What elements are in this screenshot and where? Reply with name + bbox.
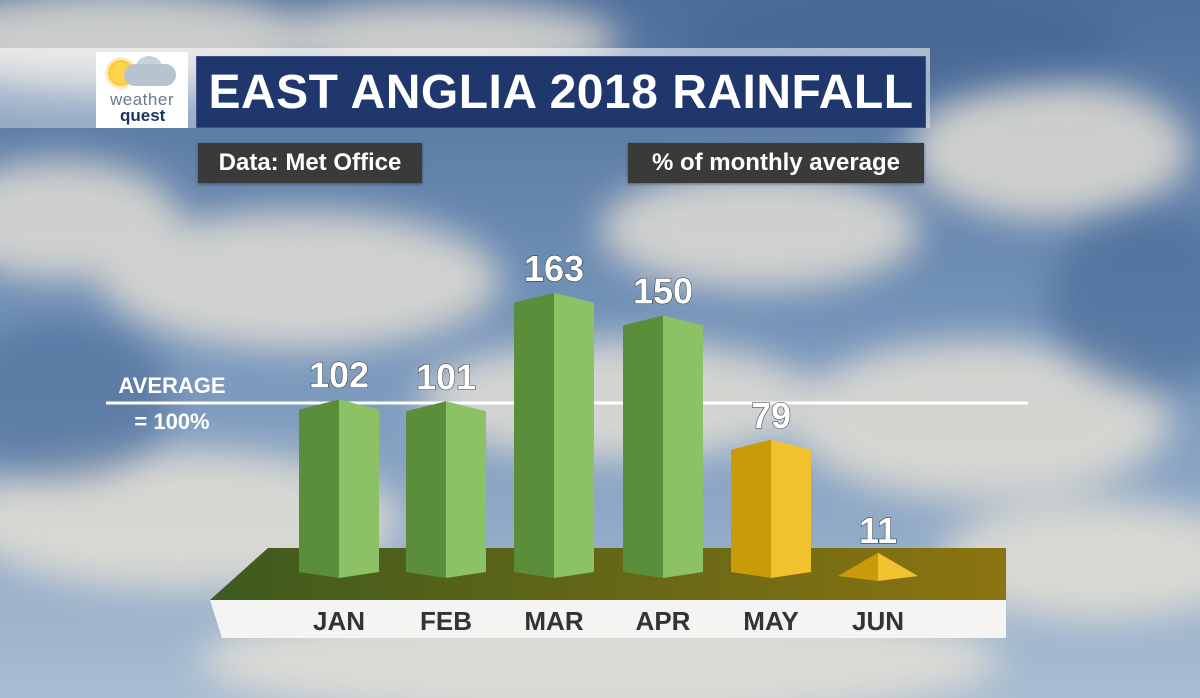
bar-apr bbox=[623, 315, 703, 578]
unit-label: % of monthly average bbox=[628, 143, 924, 183]
category-label-apr: APR bbox=[636, 606, 691, 636]
category-label-feb: FEB bbox=[420, 606, 472, 636]
logo-text-quest: quest bbox=[120, 106, 166, 125]
bar-right-face bbox=[878, 552, 918, 581]
value-label-apr: 150 bbox=[633, 271, 693, 312]
reference-label-line2: = 100% bbox=[134, 409, 209, 434]
category-strip bbox=[210, 600, 1006, 638]
title-banner: EAST ANGLIA 2018 RAINFALL bbox=[196, 56, 926, 128]
bar-right-face bbox=[446, 401, 486, 578]
bar-right-face bbox=[663, 315, 703, 578]
bar-jun bbox=[838, 552, 918, 581]
bar-feb bbox=[406, 401, 486, 578]
bar-left-face bbox=[406, 401, 446, 578]
value-label-jun: 11 bbox=[859, 510, 897, 551]
value-label-may: 79 bbox=[751, 395, 791, 436]
bar-left-face bbox=[838, 552, 878, 581]
category-label-jun: JUN bbox=[852, 606, 904, 636]
bar-right-face bbox=[554, 292, 594, 578]
bar-right-face bbox=[771, 439, 811, 578]
logo-text-weather: weather bbox=[110, 90, 174, 109]
category-label-may: MAY bbox=[743, 606, 798, 636]
category-label-jan: JAN bbox=[313, 606, 365, 636]
value-label-mar: 163 bbox=[524, 248, 584, 289]
bar-left-face bbox=[623, 315, 663, 578]
bar-jan bbox=[299, 399, 379, 578]
category-label-mar: MAR bbox=[524, 606, 583, 636]
bar-right-face bbox=[339, 399, 379, 578]
value-label-feb: 101 bbox=[416, 356, 476, 397]
chart-title: EAST ANGLIA 2018 RAINFALL bbox=[208, 65, 914, 119]
value-label-jan: 102 bbox=[309, 355, 369, 396]
data-source-label: Data: Met Office bbox=[198, 143, 422, 183]
bar-may bbox=[731, 439, 811, 578]
bar-left-face bbox=[299, 399, 339, 578]
bar-left-face bbox=[514, 292, 554, 578]
weatherquest-logo: weather quest bbox=[96, 52, 188, 128]
bar-left-face bbox=[731, 439, 771, 578]
reference-label-line1: AVERAGE bbox=[118, 373, 225, 398]
bar-mar bbox=[514, 292, 594, 578]
